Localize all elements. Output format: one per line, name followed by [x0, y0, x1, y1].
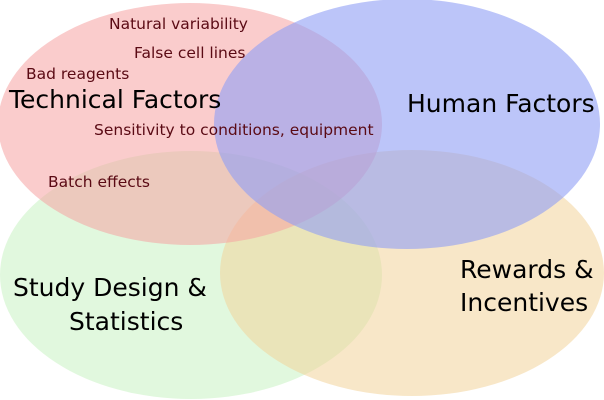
- study-design-label-line1: Study Design &: [13, 273, 207, 302]
- rewards-label-line1: Rewards &: [460, 255, 594, 284]
- technical-factors-label: Technical Factors: [8, 85, 221, 114]
- human-factors-label: Human Factors: [407, 89, 595, 118]
- item-false-cell-lines: False cell lines: [134, 44, 245, 62]
- human-factors-ellipse: [214, 0, 600, 249]
- item-natural-variability: Natural variability: [109, 15, 248, 33]
- item-bad-reagents: Bad reagents: [26, 65, 129, 83]
- item-batch-effects: Batch effects: [48, 173, 150, 191]
- item-sensitivity: Sensitivity to conditions, equipment: [94, 121, 374, 139]
- rewards-label-line2: Incentives: [460, 288, 588, 317]
- study-design-label-line2: Statistics: [69, 307, 183, 336]
